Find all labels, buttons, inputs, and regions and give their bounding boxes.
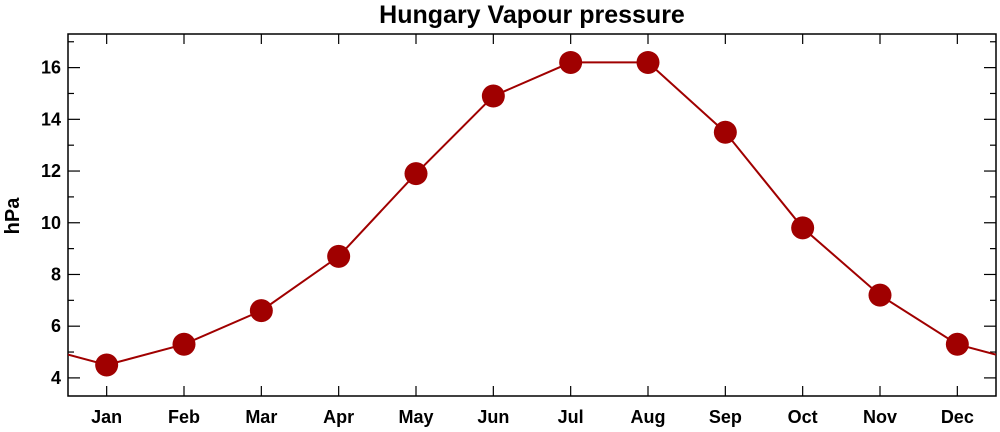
data-point [95,353,119,377]
y-tick-label: 8 [51,264,61,284]
x-tick-label: Dec [941,407,974,427]
data-point [172,332,196,356]
data-point [559,50,583,74]
data-point [868,283,892,307]
data-point [481,84,505,108]
x-tick-label: Sep [709,407,742,427]
x-tick-label: Jun [477,407,509,427]
plot-frame [67,33,997,397]
x-tick-label: Jul [558,407,584,427]
y-tick-label: 12 [41,161,61,181]
series-line [68,61,996,367]
x-tick-label: Oct [788,407,818,427]
x-tick-label: Feb [168,407,200,427]
data-point [249,299,273,323]
series-layer [68,50,996,377]
chart-title: Hungary Vapour pressure [379,1,685,29]
y-axis-label: hPa [2,197,24,235]
data-point [791,216,815,240]
data-point [713,120,737,144]
data-point [636,50,660,74]
x-tick-label: Jan [91,407,122,427]
x-axis-ticks: Jan Feb Mar Apr May Jun Jul Aug Sep Oct Nov Dec [91,34,974,427]
x-tick-label: Nov [863,407,897,427]
data-point [404,162,428,186]
y-tick-label: 4 [51,368,61,388]
y-axis-ticks: 4 6 8 10 12 14 16 [41,41,996,388]
data-point [945,332,969,356]
x-tick-label: Apr [323,407,354,427]
data-point [327,244,351,268]
y-tick-label: 10 [41,213,61,233]
x-tick-label: Mar [245,407,277,427]
x-tick-label: May [398,407,433,427]
y-tick-label: 14 [41,109,61,129]
y-tick-label: 6 [51,316,61,336]
y-tick-label: 16 [41,58,61,78]
x-tick-label: Aug [631,407,666,427]
